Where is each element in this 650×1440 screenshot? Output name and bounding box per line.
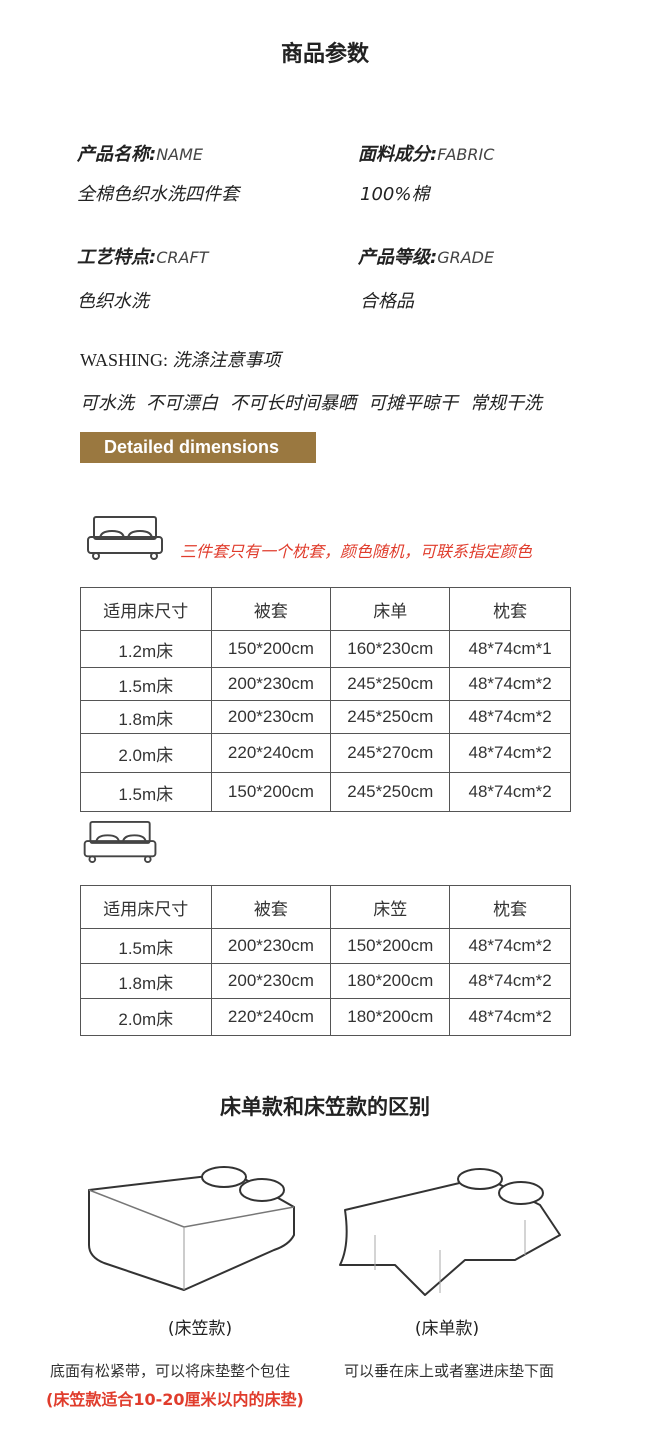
table-cell: 180*200cm — [330, 963, 451, 999]
table-cell: 180*200cm — [330, 998, 451, 1036]
detailed-dimensions-banner: Detailed dimensions — [80, 432, 316, 463]
table-cell: 48*74cm*2 — [449, 700, 571, 734]
table-row: 1.8m床 200*230cm 180*200cm 48*74cm*2 — [80, 963, 571, 999]
table-row: 1.5m床 200*230cm 245*250cm 48*74cm*2 — [80, 667, 571, 701]
compare-title: 床单款和床笠款的区别 — [220, 1095, 430, 1119]
table-header-row: 适用床尺寸 被套 床笠 枕套 — [80, 885, 571, 929]
table-header: 被套 — [210, 885, 332, 929]
table-cell: 200*230cm — [210, 700, 332, 734]
washing-label-cn: 洗涤注意事项 — [172, 350, 281, 371]
bed-icon — [87, 516, 163, 560]
table-row: 2.0m床 220*240cm 180*200cm 48*74cm*2 — [80, 998, 571, 1036]
table-header-row: 适用床尺寸 被套 床单 枕套 — [80, 587, 571, 631]
label-en: NAME — [156, 145, 204, 164]
param-name-label: 产品名称:NAME — [77, 140, 203, 166]
table-cell: 48*74cm*2 — [449, 733, 571, 773]
table-cell: 48*74cm*2 — [449, 772, 571, 812]
label-cn: 产品等级: — [358, 247, 438, 268]
flat-sheet-illustration — [339, 1168, 561, 1296]
table-cell: 150*200cm — [330, 928, 451, 964]
table-cell: 200*230cm — [210, 963, 332, 999]
table-cell: 150*200cm — [210, 630, 332, 668]
label-en: CRAFT — [156, 248, 209, 267]
page-title: 商品参数 — [280, 42, 369, 67]
table-header: 床单 — [330, 587, 451, 631]
table-header: 枕套 — [449, 885, 571, 929]
table-header: 适用床尺寸 — [80, 587, 212, 631]
table-cell: 1.8m床 — [80, 700, 212, 734]
fitted-caption: (床笠款) — [167, 1319, 233, 1339]
table-cell: 245*270cm — [330, 733, 451, 773]
washing-item: 常规干洗 — [470, 393, 542, 414]
table-cell: 220*240cm — [210, 733, 332, 773]
label-cn: 产品名称: — [77, 144, 157, 165]
table-cell: 48*74cm*2 — [449, 928, 571, 964]
fitted-mattress-note: (床笠款适合10-20厘米以内的床垫) — [46, 1390, 304, 1409]
fitted-desc: 底面有松紧带，可以将床垫整个包住 — [50, 1362, 291, 1380]
param-fabric-label: 面料成分:FABRIC — [358, 140, 494, 166]
label-en: GRADE — [437, 248, 495, 267]
label-en: FABRIC — [437, 145, 495, 164]
size-table-fitted-sheet: 适用床尺寸 被套 床笠 枕套 1.5m床 200*230cm 150*200cm 48*74… — [80, 885, 571, 1036]
table-row: 1.5m床 200*230cm 150*200cm 48*74cm*2 — [80, 928, 571, 964]
table-cell: 2.0m床 — [80, 998, 212, 1036]
washing-label: WASHING: — [80, 350, 168, 370]
param-craft-value: 色织水洗 — [77, 291, 149, 312]
label-cn: 面料成分: — [358, 144, 438, 165]
table-cell: 1.8m床 — [80, 963, 212, 999]
size-table-flat-sheet: 适用床尺寸 被套 床单 枕套 1.2m床 150*200cm 160*230cm 48*74… — [80, 587, 571, 812]
washing-item: 不可长时间暴晒 — [230, 393, 356, 414]
table-cell: 200*230cm — [210, 928, 332, 964]
table-row: 1.8m床 200*230cm 245*250cm 48*74cm*2 — [80, 700, 571, 734]
table-cell: 48*74cm*2 — [449, 998, 571, 1036]
param-fabric-value: 100%棉 — [360, 184, 430, 205]
table-cell: 200*230cm — [210, 667, 332, 701]
table-cell: 1.5m床 — [80, 928, 212, 964]
table-header: 被套 — [210, 587, 332, 631]
param-craft-label: 工艺特点:CRAFT — [77, 243, 208, 269]
table-cell: 1.2m床 — [80, 630, 212, 668]
washing-list: 可水洗 不可漂白 不可长时间暴晒 可摊平晾干 常规干洗 — [80, 389, 542, 415]
washing-item: 可水洗 — [80, 393, 134, 414]
table-header: 适用床尺寸 — [80, 885, 212, 929]
table-cell: 245*250cm — [330, 772, 451, 812]
table-cell: 245*250cm — [330, 667, 451, 701]
param-name-value: 全棉色织水洗四件套 — [77, 184, 239, 205]
table-cell: 245*250cm — [330, 700, 451, 734]
label-cn: 工艺特点: — [77, 247, 157, 268]
table-cell: 220*240cm — [210, 998, 332, 1036]
table-cell: 1.5m床 — [80, 667, 212, 701]
table-cell: 150*200cm — [210, 772, 332, 812]
washing-heading: WASHING: 洗涤注意事项 — [80, 346, 281, 372]
pillowcase-note: 三件套只有一个枕套，颜色随机，可联系指定颜色 — [180, 542, 533, 561]
washing-item: 可摊平晾干 — [368, 393, 458, 414]
table-header: 枕套 — [449, 587, 571, 631]
table-cell: 48*74cm*2 — [449, 963, 571, 999]
param-grade-value: 合格品 — [360, 291, 414, 312]
bed-icon — [83, 820, 157, 864]
table-row: 1.2m床 150*200cm 160*230cm 48*74cm*1 — [80, 630, 571, 668]
table-cell: 1.5m床 — [80, 772, 212, 812]
flat-desc: 可以垂在床上或者塞进床垫下面 — [344, 1362, 555, 1380]
table-cell: 160*230cm — [330, 630, 451, 668]
param-grade-label: 产品等级:GRADE — [358, 243, 494, 269]
flat-caption: (床单款) — [414, 1319, 480, 1339]
washing-item: 不可漂白 — [146, 393, 218, 414]
table-cell: 2.0m床 — [80, 733, 212, 773]
fitted-sheet-illustration — [88, 1166, 295, 1291]
table-cell: 48*74cm*2 — [449, 667, 571, 701]
table-header: 床笠 — [330, 885, 451, 929]
table-row: 1.5m床 150*200cm 245*250cm 48*74cm*2 — [80, 772, 571, 812]
table-row: 2.0m床 220*240cm 245*270cm 48*74cm*2 — [80, 733, 571, 773]
table-cell: 48*74cm*1 — [449, 630, 571, 668]
